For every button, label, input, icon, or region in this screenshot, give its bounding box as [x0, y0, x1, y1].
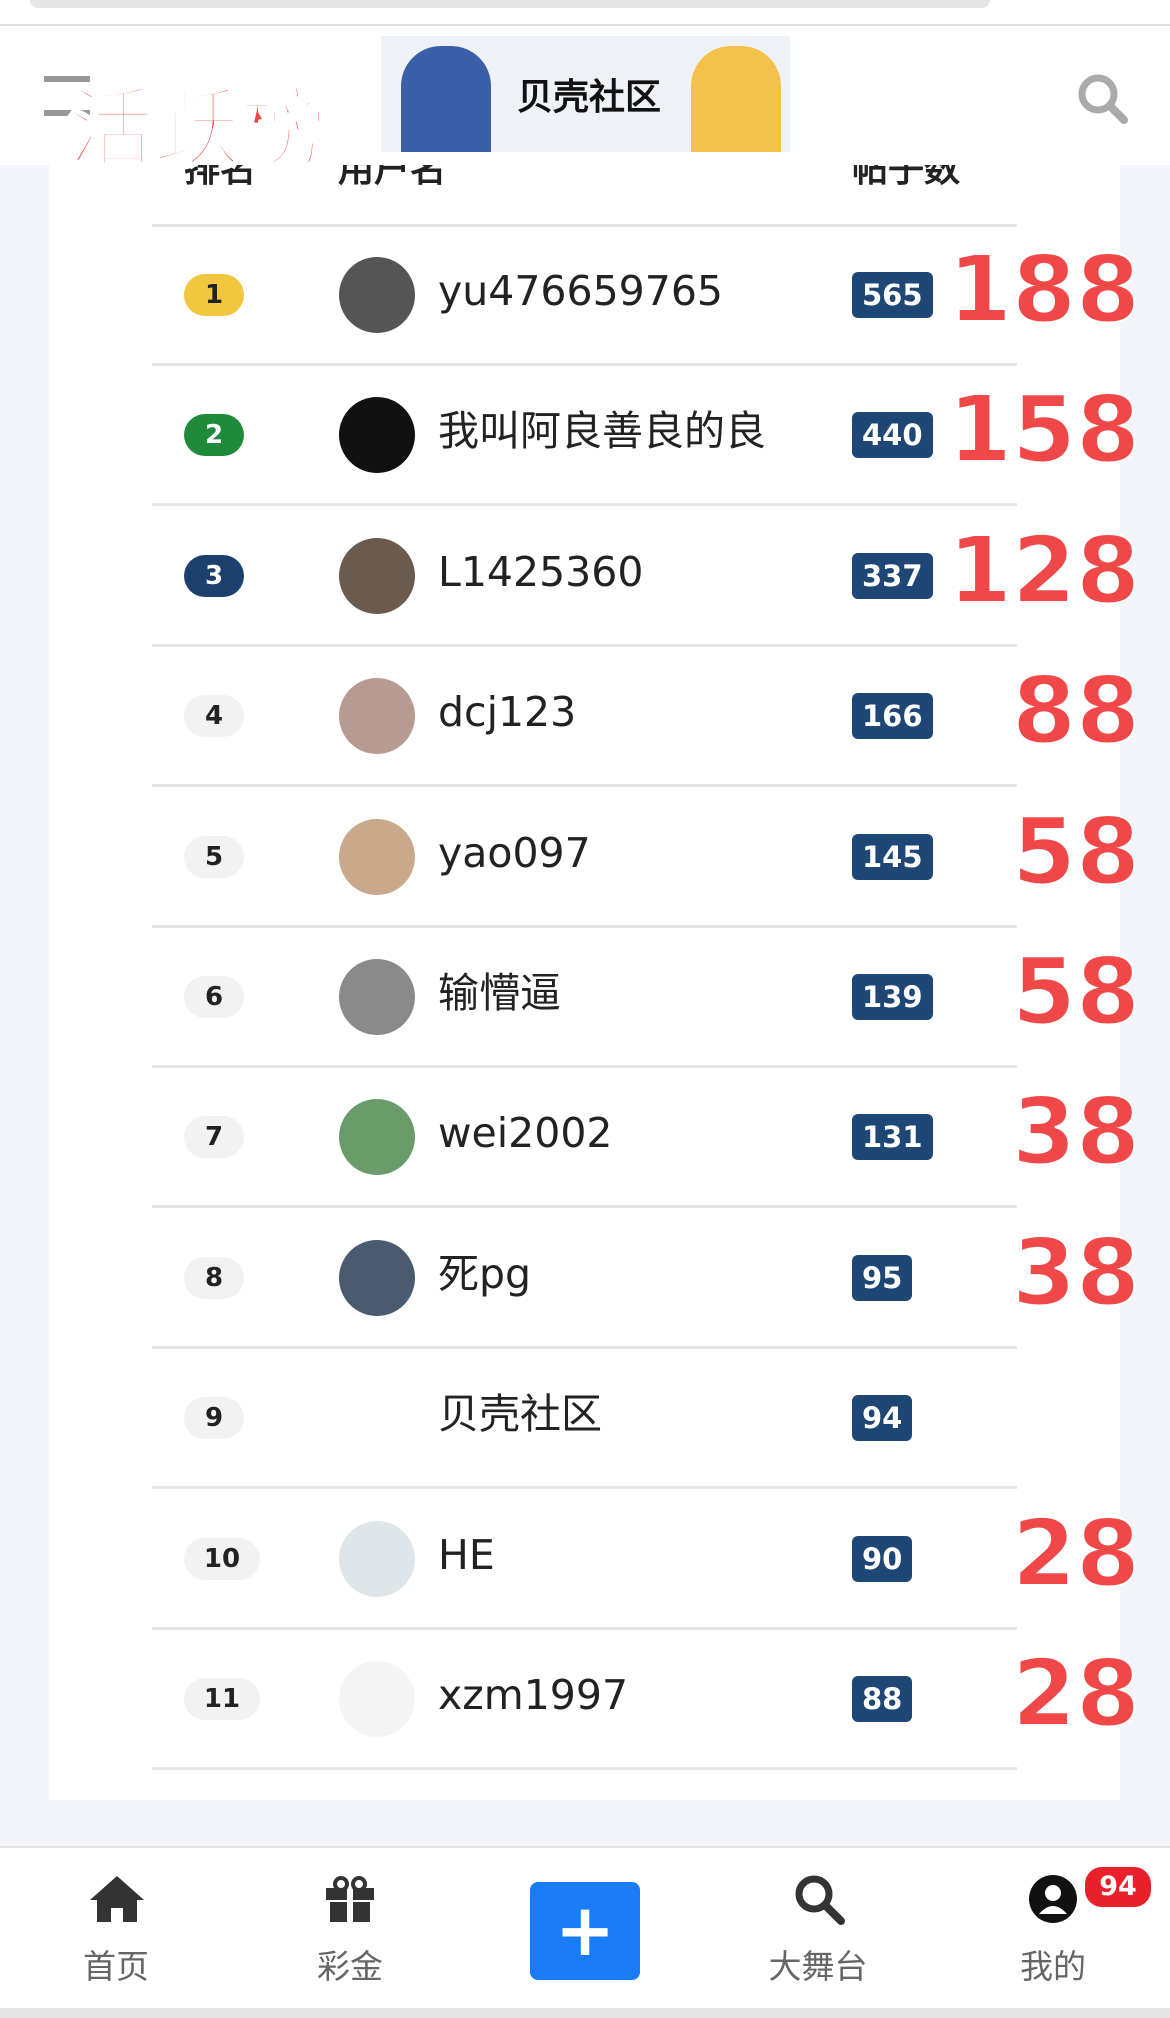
bonus: 58	[1011, 797, 1141, 906]
avatar[interactable]	[339, 257, 415, 333]
divider	[152, 784, 1017, 788]
username[interactable]: yao097	[438, 828, 591, 877]
bonus: 28	[1011, 1499, 1141, 1608]
bottom-strip	[0, 2008, 1170, 2018]
post-count: 145	[852, 833, 933, 880]
rank-badge: 11	[184, 1678, 260, 1720]
rank-badge: 3	[184, 554, 244, 597]
bonus: 38	[1011, 1077, 1141, 1186]
avatar[interactable]	[339, 1520, 415, 1597]
username[interactable]: HE	[438, 1530, 495, 1579]
post-count: 94	[852, 1395, 913, 1442]
banner-figure	[691, 46, 781, 152]
divider	[152, 1065, 1017, 1068]
post-count: 337	[852, 552, 933, 599]
banner-figure	[401, 46, 491, 152]
username[interactable]: 死pg	[438, 1249, 532, 1298]
rank-badge: 2	[184, 414, 244, 457]
avatar[interactable]	[339, 397, 415, 474]
address-bar	[30, 0, 990, 8]
divider	[152, 1486, 1017, 1490]
username[interactable]: 我叫阿良善良的良	[438, 407, 766, 456]
post-count: 565	[852, 272, 933, 318]
divider	[152, 643, 1017, 647]
avatar[interactable]	[339, 959, 415, 1035]
rank-badge: 8	[184, 1256, 244, 1299]
banner-text: 贝壳社区	[516, 77, 661, 118]
username[interactable]: 输懵逼	[438, 969, 561, 1017]
gift-icon[interactable]	[324, 1876, 376, 1924]
post-count: 440	[852, 412, 933, 459]
bonus: 158	[947, 375, 1141, 484]
rank-badge: 1	[184, 274, 244, 316]
page-title: 活跃榜	[67, 78, 328, 181]
divider	[152, 503, 1017, 507]
search-icon[interactable]	[1076, 72, 1130, 126]
rank-badge: 5	[184, 835, 244, 878]
nav-label[interactable]: 大舞台	[768, 1947, 868, 1986]
banner[interactable]: 贝壳社区	[381, 36, 790, 152]
username[interactable]: xzm1997	[438, 1671, 629, 1719]
divider	[152, 1626, 1017, 1630]
post-count: 131	[852, 1114, 933, 1161]
avatar[interactable]	[339, 818, 415, 895]
header: 活跃榜 贝壳社区	[0, 0, 1170, 181]
divider	[152, 1767, 1017, 1770]
divider	[152, 924, 1017, 928]
post-count: 88	[852, 1676, 913, 1722]
user-icon[interactable]	[1028, 1874, 1078, 1924]
avatar[interactable]	[339, 1661, 415, 1737]
bonus: 128	[947, 516, 1141, 625]
divider	[152, 224, 1017, 227]
rank-badge: 4	[184, 695, 244, 738]
bonus: 88	[1011, 656, 1141, 765]
post-count: 95	[852, 1254, 913, 1301]
username[interactable]: L1425360	[438, 547, 644, 596]
username[interactable]: 贝壳社区	[438, 1390, 602, 1439]
divider	[152, 363, 1017, 366]
username[interactable]: yu476659765	[438, 267, 724, 315]
post-count: 90	[852, 1535, 913, 1582]
home-icon[interactable]	[88, 1874, 146, 1924]
divider	[152, 1205, 1017, 1209]
post-count: 166	[852, 693, 933, 740]
rank-badge: 10	[184, 1537, 260, 1580]
search-nav-icon[interactable]	[794, 1874, 846, 1926]
nav-label[interactable]: 首页	[83, 1947, 149, 1986]
username[interactable]: dcj123	[438, 688, 577, 737]
bonus: 28	[1011, 1639, 1141, 1748]
avatar[interactable]	[339, 1380, 415, 1457]
rank-badge: 6	[184, 976, 244, 1018]
nav-label[interactable]: 我的	[1020, 1947, 1086, 1986]
separator	[0, 24, 1170, 26]
post-button[interactable]: +	[530, 1882, 640, 1980]
rank-badge: 9	[184, 1397, 244, 1440]
rank-badge: 7	[184, 1116, 244, 1159]
avatar[interactable]	[339, 1239, 415, 1316]
avatar[interactable]	[339, 537, 415, 614]
nav-label[interactable]: 彩金	[317, 1947, 383, 1986]
menu-icon[interactable]	[44, 76, 90, 116]
bonus: 38	[1011, 1218, 1141, 1327]
avatar[interactable]	[339, 1099, 415, 1176]
username[interactable]: wei2002	[438, 1109, 613, 1158]
notification-badge: 94	[1082, 1864, 1154, 1910]
post-count: 139	[852, 974, 933, 1020]
avatar[interactable]	[339, 678, 415, 755]
bonus: 58	[1011, 937, 1141, 1046]
bonus: 188	[947, 235, 1141, 344]
divider	[152, 1345, 1017, 1349]
